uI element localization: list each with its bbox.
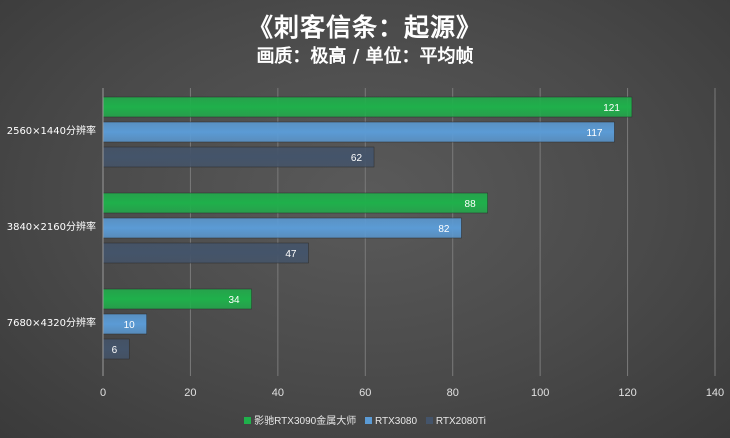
category-label: 3840×2160分辨率 (7, 220, 96, 233)
x-tick-label: 120 (618, 387, 636, 399)
legend-label: RTX3080 (374, 416, 418, 427)
legend-item-3: RTX2080Ti (425, 416, 486, 427)
data-label: 34 (229, 295, 241, 306)
legend-item-2: RTX3080 (364, 416, 418, 427)
bar (102, 217, 462, 239)
x-tick-label: 140 (706, 387, 724, 399)
bar (102, 242, 309, 264)
x-tick-label: 40 (272, 387, 284, 399)
bar (102, 121, 615, 143)
legend-item-1: 影驰RTX3090金属大师 (244, 412, 356, 427)
x-tick-label: 60 (359, 387, 371, 399)
category-label: 2560×1440分辨率 (7, 124, 96, 137)
legend-swatch (425, 417, 433, 424)
data-label: 62 (351, 153, 363, 164)
bar (102, 96, 633, 118)
data-label: 117 (587, 128, 603, 139)
legend-label: 影驰RTX3090金属大师 (254, 416, 357, 427)
bar (102, 146, 375, 168)
data-label: 47 (285, 249, 297, 260)
category-label: 7680×4320分辨率 (7, 316, 96, 329)
data-label: 10 (124, 320, 136, 331)
data-label: 6 (112, 345, 118, 356)
legend-swatch (364, 417, 372, 424)
data-label: 82 (438, 224, 450, 235)
x-tick-label: 20 (184, 387, 196, 399)
chart-subtitle: 画质：极高 / 单位：平均帧 (256, 46, 474, 67)
legend-swatch (244, 417, 252, 424)
x-tick-label: 0 (100, 387, 106, 399)
bar (102, 192, 488, 214)
legend-label: RTX2080Ti (435, 416, 486, 427)
legend: 影驰RTX3090金属大师 RTX3080 RTX2080Ti (0, 412, 730, 427)
x-tick-label: 80 (447, 387, 459, 399)
chart-title: 《刺客信条：起源》 (247, 13, 482, 42)
data-label: 88 (465, 199, 477, 210)
data-label: 121 (603, 103, 620, 114)
x-tick-label: 100 (531, 387, 549, 399)
